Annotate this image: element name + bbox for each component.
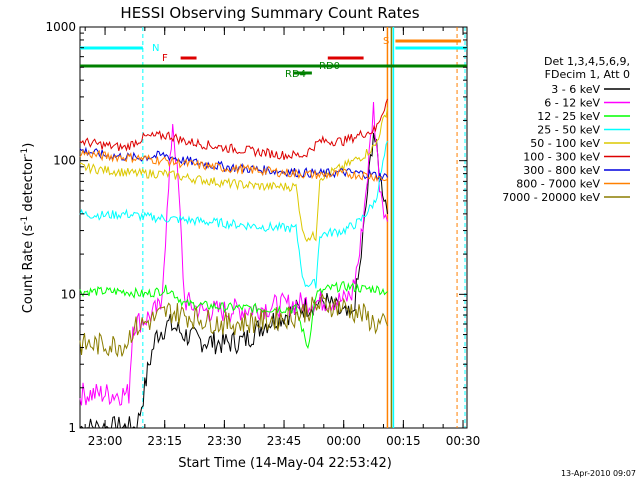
flag-label-s: S	[383, 36, 389, 47]
legend-label: 3 - 6 keV	[551, 83, 600, 96]
flag-label-f: F	[162, 53, 168, 64]
legend-label: 300 - 800 keV	[523, 164, 600, 177]
y-tick-label: 1000	[45, 20, 76, 34]
legend-label: 7000 - 20000 keV	[502, 191, 600, 204]
x-tick-label: 23:30	[207, 434, 242, 448]
x-tick-label: 23:00	[88, 434, 123, 448]
series-line-7	[79, 149, 388, 183]
legend: Det 1,3,4,5,6,9,FDecim 1, Att 0 3 - 6 keV…	[502, 55, 630, 204]
x-tick-label: 00:30	[446, 434, 481, 448]
x-axis-label: Start Time (14-May-04 22:53:42)	[178, 456, 392, 471]
series-line-4	[79, 107, 388, 243]
flag-layer: NF RD0 RD4 S	[80, 27, 467, 428]
legend-label: 6 - 12 keV	[544, 97, 600, 110]
x-tick-label: 00:15	[386, 434, 421, 448]
y-tick-label: 1	[68, 421, 76, 435]
series-line-5	[79, 98, 388, 160]
series-line-8	[79, 293, 388, 358]
y-tick-label: 10	[61, 287, 76, 301]
legend-label: 100 - 300 keV	[523, 151, 600, 164]
y-axis-label: Count Rate (s-1 detector-1)	[20, 143, 36, 314]
x-tick-label: 00:00	[326, 434, 361, 448]
x-tick-label: 23:15	[147, 434, 182, 448]
flag-label-n: N	[152, 43, 159, 54]
y-tick-label: 100	[53, 154, 76, 168]
legend-label: 800 - 7000 keV	[516, 178, 600, 191]
series-line-3	[79, 140, 388, 289]
footer-timestamp: 13-Apr-2010 09:07	[561, 469, 636, 478]
flag-label-rd4: RD4	[285, 69, 306, 80]
legend-header: FDecim 1, Att 0	[545, 68, 630, 81]
axis-layer: 1 10 100 1000 23:00 23:15 23:30 23:45 00:00 00:15…	[45, 20, 480, 448]
legend-label: 50 - 100 keV	[530, 137, 600, 150]
series-line-0	[79, 132, 388, 429]
legend-header: Det 1,3,4,5,6,9,	[544, 55, 630, 68]
legend-label: 12 - 25 keV	[537, 110, 600, 123]
plot-frame	[79, 26, 468, 429]
x-tick-label: 23:45	[267, 434, 302, 448]
chart-title: HESSI Observing Summary Count Rates	[120, 4, 419, 22]
series-layer	[79, 98, 388, 429]
series-line-2	[79, 281, 388, 350]
legend-label: 25 - 50 keV	[537, 124, 600, 137]
flag-label-rd0: RD0	[319, 61, 340, 72]
